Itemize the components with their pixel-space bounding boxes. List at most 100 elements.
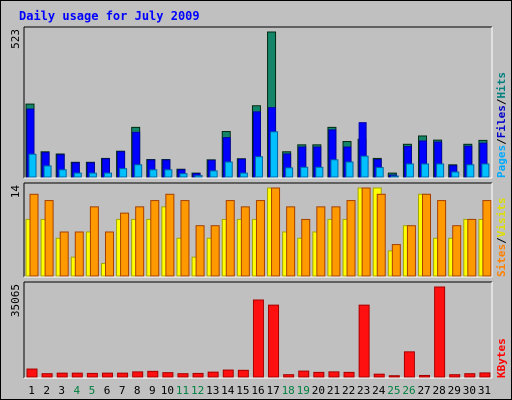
bar-pages-21 [330, 159, 339, 178]
bar-sites-21 [331, 206, 341, 277]
day-label-25: 25 [387, 384, 400, 397]
day-label-30: 30 [463, 384, 476, 397]
bar-sites-22 [346, 200, 356, 277]
bar-sites-6 [104, 231, 114, 277]
day-label-29: 29 [448, 384, 461, 397]
bar-pages-9 [149, 169, 158, 178]
day-label-6: 6 [104, 384, 111, 397]
day-label-19: 19 [297, 384, 310, 397]
bar-sites-30 [467, 218, 477, 277]
bar-pages-19 [300, 166, 309, 178]
bar-pages-6 [103, 172, 112, 178]
side-legend-part: KBytes [495, 338, 508, 378]
bar-pages-25 [390, 175, 399, 178]
bar-pages-2 [43, 165, 52, 178]
day-label-11: 11 [176, 384, 189, 397]
bar-sites-10 [165, 193, 175, 277]
bar-pages-24 [375, 167, 384, 178]
bar-kbytes-24 [373, 373, 385, 378]
day-label-23: 23 [357, 384, 370, 397]
bar-pages-12 [194, 175, 203, 178]
bar-sites-4 [74, 231, 84, 277]
ymax-label: 14 [9, 185, 22, 199]
bar-pages-4 [73, 172, 82, 178]
day-label-1: 1 [28, 384, 35, 397]
bar-pages-28 [436, 163, 445, 178]
day-label-28: 28 [433, 384, 446, 397]
day-label-2: 2 [43, 384, 50, 397]
bar-sites-26 [406, 225, 416, 277]
bar-kbytes-23 [358, 304, 370, 378]
side-legend-part: / [495, 237, 508, 244]
bar-kbytes-16 [252, 299, 264, 378]
day-label-10: 10 [161, 384, 174, 397]
bar-kbytes-1 [26, 368, 38, 378]
ymax-label: 35065 [9, 284, 22, 317]
bar-kbytes-17 [268, 304, 280, 378]
bar-pages-20 [315, 166, 324, 178]
bar-pages-31 [481, 163, 490, 178]
day-label-18: 18 [282, 384, 295, 397]
bar-pages-3 [58, 169, 67, 178]
bar-sites-27 [422, 193, 432, 277]
bar-pages-8 [134, 164, 143, 178]
bar-sites-13 [210, 225, 220, 277]
bar-sites-14 [225, 200, 235, 277]
bar-sites-3 [59, 231, 69, 277]
bar-kbytes-29 [449, 374, 461, 378]
bar-kbytes-18 [283, 374, 295, 378]
chart-title: Daily usage for July 2009 [19, 9, 200, 23]
side-legend-part: Visits [495, 198, 508, 238]
bar-kbytes-19 [298, 370, 310, 378]
bar-sites-19 [301, 218, 311, 277]
day-label-20: 20 [312, 384, 325, 397]
bar-kbytes-31 [479, 372, 491, 378]
bar-kbytes-27 [419, 374, 431, 378]
bar-sites-12 [195, 225, 205, 277]
bar-pages-15 [239, 172, 248, 178]
bar-kbytes-30 [464, 373, 476, 378]
day-label-22: 22 [342, 384, 355, 397]
bar-sites-2 [44, 200, 54, 277]
side-legend-part: / [495, 138, 508, 145]
side-legend: Pages/Files/Hits [495, 72, 508, 178]
day-label-21: 21 [327, 384, 340, 397]
bar-kbytes-21 [328, 371, 340, 378]
side-legend: KBytes [495, 338, 508, 378]
bar-sites-15 [240, 206, 250, 277]
day-label-24: 24 [372, 384, 386, 397]
bar-kbytes-6 [101, 372, 113, 378]
bar-pages-26 [405, 163, 414, 178]
bar-kbytes-25 [388, 375, 400, 378]
day-label-17: 17 [266, 384, 279, 397]
bar-pages-14 [224, 161, 233, 178]
bar-kbytes-2 [41, 373, 53, 378]
day-label-31: 31 [478, 384, 491, 397]
ymax-label: 523 [9, 29, 22, 49]
bar-pages-10 [164, 169, 173, 178]
bar-pages-17 [270, 131, 279, 178]
bar-sites-24 [376, 193, 386, 277]
day-label-27: 27 [417, 384, 430, 397]
bar-kbytes-8 [132, 371, 144, 378]
day-label-14: 14 [221, 384, 235, 397]
bar-kbytes-12 [192, 372, 204, 378]
side-legend: Sites/Visits [495, 198, 508, 278]
bar-sites-8 [135, 206, 145, 277]
bar-kbytes-10 [162, 372, 174, 378]
day-label-5: 5 [89, 384, 96, 397]
bar-pages-29 [451, 171, 460, 178]
bar-pages-5 [88, 172, 97, 178]
bar-sites-31 [482, 200, 492, 277]
side-legend-part: Hits [495, 72, 508, 99]
bar-sites-17 [271, 187, 281, 277]
bar-sites-29 [452, 225, 462, 277]
bar-sites-5 [89, 206, 99, 277]
bar-sites-25 [391, 244, 401, 277]
side-legend-part: Pages [495, 145, 508, 178]
bar-sites-20 [316, 206, 326, 277]
bar-pages-11 [179, 173, 188, 178]
day-label-13: 13 [206, 384, 219, 397]
bar-kbytes-11 [177, 373, 189, 378]
